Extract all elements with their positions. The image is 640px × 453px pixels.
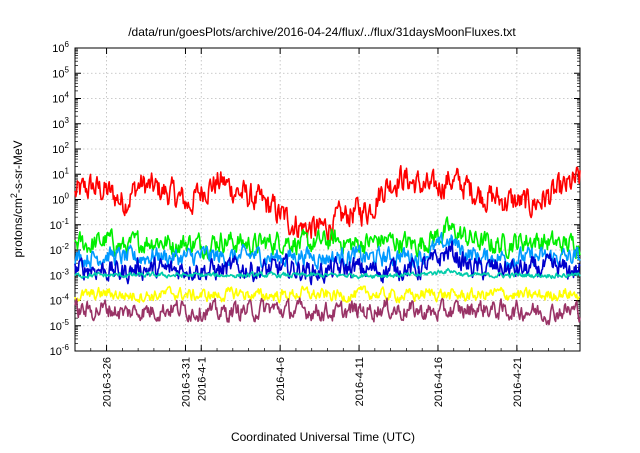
x-tick-label: 2016-4-6 [275, 357, 287, 401]
y-tick-label: 102 [52, 141, 69, 156]
y-tick-label: 10-4 [50, 293, 70, 308]
y-tick-base: 10 [52, 94, 64, 106]
series-line-6 [74, 285, 581, 304]
x-tick-label: 2016-3-31 [180, 357, 192, 407]
y-axis-label: protons/cm2-s-sr-MeV [9, 140, 25, 257]
series-lines [74, 165, 581, 326]
y-tick-exp: 0 [65, 192, 70, 201]
series-line-4 [74, 240, 581, 286]
y-tick-exp: 4 [65, 91, 70, 100]
y-tick-base: 10 [52, 119, 64, 131]
y-tick-exp: -5 [62, 318, 70, 327]
x-tick-label: 2016-3-26 [102, 357, 114, 407]
y-tick-exp: -4 [62, 293, 70, 302]
y-tick-base: 10 [52, 144, 64, 156]
y-tick-base: 10 [50, 321, 62, 333]
series-line-2 [74, 216, 581, 261]
y-tick-exp: -2 [62, 242, 70, 251]
y-tick-exp: 1 [65, 166, 70, 175]
y-tick-label: 10-2 [50, 242, 70, 257]
x-tick-label: 2016-4-1 [196, 357, 208, 401]
y-tick-base: 10 [50, 270, 62, 282]
y-tick-base: 10 [52, 195, 64, 207]
y-tick-exp: -1 [62, 217, 70, 226]
x-axis-label: Coordinated Universal Time (UTC) [231, 430, 415, 444]
series-line-7 [74, 297, 581, 326]
y-tick-label: 104 [52, 91, 69, 106]
y-tick-exp: 2 [65, 141, 70, 150]
series-line-5 [74, 267, 581, 280]
y-tick-label: 10-6 [50, 343, 70, 358]
y-tick-exp: 3 [65, 116, 70, 125]
y-tick-base: 10 [52, 68, 64, 80]
x-tick-label: 2016-4-21 [512, 357, 524, 407]
x-tick-label: 2016-4-16 [433, 357, 445, 407]
y-tick-base: 10 [50, 220, 62, 232]
y-tick-base: 10 [50, 346, 62, 358]
y-tick-label: 105 [52, 65, 69, 80]
y-tick-label: 103 [52, 116, 69, 131]
x-axis-ticks: 2016-3-26 2016-3-31 2016-4-1 2016-4-6 2016-4… [74, 48, 581, 407]
y-tick-exp: 6 [65, 40, 70, 49]
y-tick-base: 10 [50, 245, 62, 257]
y-tick-base: 10 [52, 43, 64, 55]
y-axis-label-suffix: -s-sr-MeV [11, 140, 25, 193]
y-axis-label-prefix: protons/cm [11, 198, 25, 257]
y-tick-label: 10-3 [50, 267, 70, 282]
y-tick-base: 10 [50, 296, 62, 308]
y-tick-label: 100 [52, 192, 69, 207]
y-tick-base: 10 [52, 169, 64, 181]
y-tick-exp: 5 [65, 65, 70, 74]
y-tick-exp: -6 [62, 343, 70, 352]
y-axis-label-sup: 2 [9, 193, 19, 198]
y-tick-label: 10-5 [50, 318, 70, 333]
x-tick-label: 2016-4-11 [354, 357, 366, 406]
y-tick-label: 106 [52, 40, 69, 55]
y-tick-exp: -3 [62, 267, 70, 276]
y-tick-label: 10-1 [50, 217, 70, 232]
chart-title: /data/run/goesPlots/archive/2016-04-24/f… [128, 25, 516, 39]
series-line-1 [74, 165, 581, 242]
y-tick-label: 101 [52, 166, 69, 181]
y-axis-ticks: 10-610-510-410-310-210-11001011021031041… [50, 40, 580, 358]
